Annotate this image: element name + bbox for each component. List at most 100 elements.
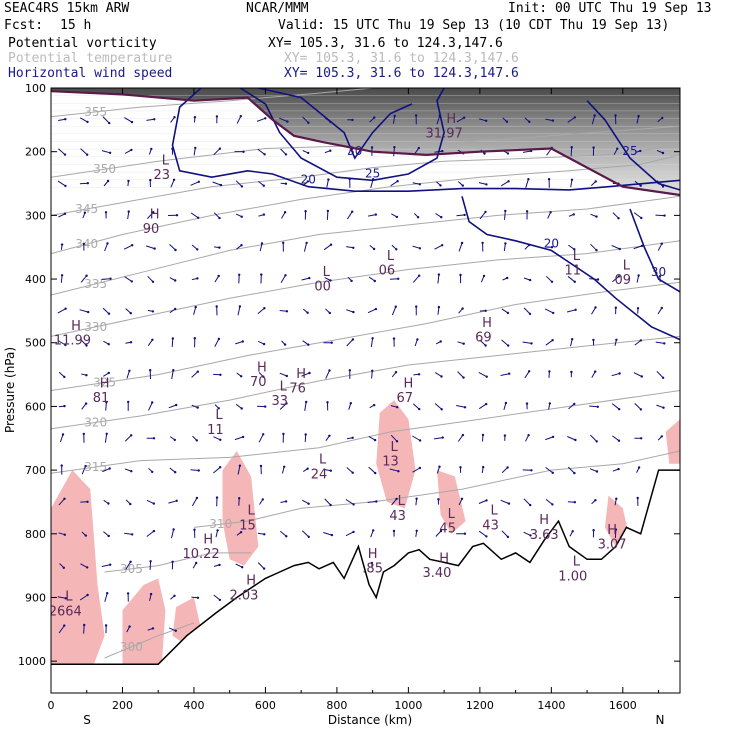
- wind-vector-head: [441, 149, 444, 153]
- x-tick-label: 800: [326, 699, 347, 712]
- wind-vector-head: [109, 277, 112, 280]
- wind-vector-head: [661, 116, 664, 120]
- wind-vector-head: [240, 244, 243, 247]
- wind-vector-head: [506, 152, 510, 155]
- wind-vector: [146, 530, 155, 537]
- wind-vector-head: [239, 115, 242, 118]
- wind-vector-head: [127, 179, 130, 183]
- wind-vector-head: [614, 114, 617, 117]
- wind-vector-head: [63, 212, 67, 215]
- wind-vector: [545, 339, 553, 346]
- wind-vector-head: [107, 312, 111, 315]
- wind-vector: [168, 404, 177, 409]
- wind-vector-head: [106, 179, 110, 183]
- wind-vector: [391, 306, 397, 316]
- wind-vector-head: [259, 464, 263, 468]
- wind-vector-head: [352, 503, 355, 506]
- wind-vector-head: [86, 566, 89, 569]
- wind-vector-head: [153, 247, 156, 250]
- wind-vector: [346, 246, 354, 249]
- wind-vector-head: [240, 407, 243, 410]
- wind-vector: [79, 117, 88, 123]
- theta-contour-label: 345: [75, 202, 98, 216]
- wind-vector: [371, 370, 373, 379]
- wind-vector-head: [459, 273, 462, 277]
- wind-speed-contour-label: 20: [544, 236, 559, 250]
- wind-vector: [523, 307, 531, 315]
- wind-vector: [590, 243, 597, 251]
- pv-extremum-label: L: [491, 504, 499, 519]
- wind-vector-head: [285, 374, 288, 378]
- wind-vector-head: [174, 279, 177, 282]
- wind-vector-head: [351, 436, 354, 439]
- wind-vector-head: [329, 279, 332, 282]
- wind-vector-head: [529, 503, 532, 507]
- wind-vector: [478, 371, 487, 378]
- wind-vector-head: [485, 375, 488, 378]
- wind-vector: [345, 531, 354, 537]
- theta-contour-label: 320: [84, 415, 107, 429]
- wind-vector: [545, 118, 553, 122]
- y-axis-label: Pressure (hPa): [3, 347, 17, 433]
- wind-vector: [504, 210, 506, 220]
- wind-vector-head: [573, 280, 576, 283]
- pv-extremum-label: H: [296, 367, 306, 382]
- wind-vector-head: [572, 213, 575, 216]
- wind-vector-head: [617, 439, 621, 442]
- wind-vector: [570, 179, 573, 188]
- wind-vector-head: [238, 497, 241, 500]
- wind-vector-head: [130, 470, 133, 473]
- x-axis-label: Distance (km): [328, 713, 412, 727]
- pv-extremum-label: 24: [311, 467, 328, 482]
- wind-vector: [101, 150, 111, 154]
- wind-vector: [389, 278, 399, 280]
- wind-vector-head: [307, 535, 310, 538]
- wind-vector: [190, 212, 199, 219]
- wind-vector-head: [195, 496, 199, 500]
- wind-speed-contour: [586, 100, 680, 191]
- wind-vector-head: [528, 120, 531, 124]
- wind-vector-head: [193, 528, 196, 531]
- wind-vector: [633, 245, 643, 250]
- wind-vector-head: [60, 464, 63, 467]
- wind-vector: [193, 147, 196, 156]
- wind-vector: [80, 148, 88, 156]
- wind-vector: [568, 403, 575, 410]
- wind-vector: [566, 309, 576, 313]
- pv-extremum-label: L: [319, 453, 327, 468]
- wind-vector-head: [661, 151, 665, 155]
- wind-vector: [437, 274, 440, 284]
- wind-vector-head: [264, 117, 267, 120]
- wind-vector: [655, 214, 665, 217]
- wind-vector-head: [418, 274, 421, 277]
- wind-vector-head: [395, 440, 399, 443]
- wind-vector-head: [441, 244, 444, 247]
- wind-vector-head: [85, 344, 88, 347]
- pv-extremum-label: 13: [382, 455, 399, 470]
- wind-vector-head: [64, 184, 67, 188]
- wind-vector-head: [636, 496, 639, 500]
- wind-vector-head: [552, 311, 555, 315]
- wind-vector: [168, 627, 177, 632]
- wind-vector-head: [194, 305, 197, 309]
- wind-vector: [257, 148, 265, 155]
- wind-vector-head: [260, 273, 263, 276]
- wind-vector: [213, 148, 221, 156]
- wind-vector-head: [461, 307, 464, 310]
- wind-vector: [614, 529, 617, 539]
- wind-vector-head: [485, 535, 488, 538]
- wind-vector-head: [461, 433, 465, 437]
- wind-vector-head: [482, 465, 485, 469]
- wind-vector: [501, 467, 508, 474]
- wind-vector: [368, 435, 376, 441]
- wind-vector: [501, 339, 509, 346]
- wind-vector: [478, 499, 487, 504]
- wind-vector: [190, 469, 199, 471]
- wind-vector-head: [530, 342, 533, 345]
- wind-vector-head: [175, 499, 178, 502]
- wind-vector-head: [528, 370, 531, 373]
- wind-vector-head: [439, 340, 442, 343]
- wind-speed-contour: [239, 88, 445, 182]
- wind-vector-head: [82, 242, 86, 245]
- wind-vector-head: [86, 153, 89, 156]
